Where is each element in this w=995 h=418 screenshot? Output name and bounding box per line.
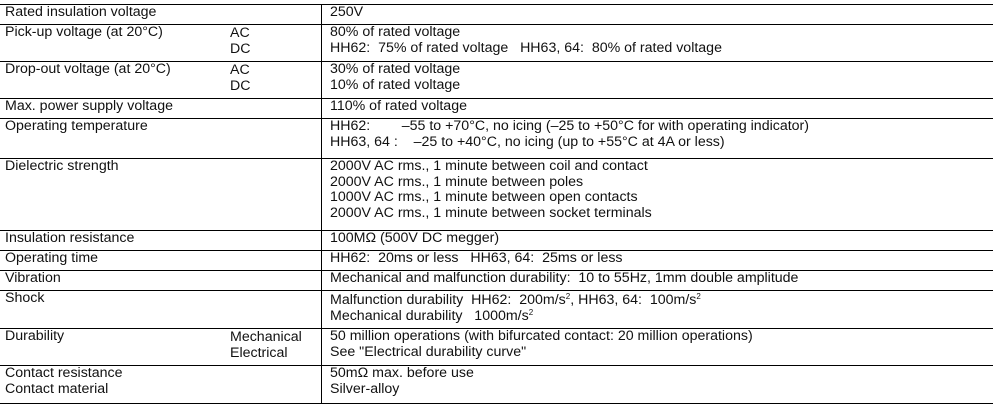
superscript: 2 — [565, 292, 571, 301]
value-cell: 110% of rated voltage — [321, 98, 993, 119]
value-cell: 50mΩ max. before use Silver-alloy — [321, 365, 993, 404]
shock-mechanical: Mechanical durability 1000m/s — [330, 307, 529, 324]
value-cell: 250V — [321, 4, 993, 25]
spec-row: Drop-out voltage (at 20°C) AC DC 30% of rat… — [0, 61, 993, 99]
spec-label-vibration: Vibration — [5, 270, 61, 286]
spec-row-contact: Contact resistance Contact material 50mΩ m… — [0, 365, 993, 404]
label-wrap: Operating time — [0, 250, 321, 267]
spec-row: Dielectric strength 2000V AC rms., 1 minu… — [0, 158, 993, 231]
label-cell: Operating time — [0, 250, 322, 271]
spec-row: Operating temperature HH62: –55 to +70°C,… — [0, 118, 993, 159]
value-cell: HH62: –55 to +70°C, no icing (–25 to +50… — [321, 118, 993, 159]
value-line: 10% of rated voltage — [330, 76, 461, 93]
value-line: 80% of rated voltage — [330, 24, 461, 40]
label-cell: Drop-out voltage (at 20°C) AC DC — [0, 61, 322, 99]
sub-label-ac: AC — [230, 62, 250, 78]
spec-label-durability: Durability — [5, 328, 65, 344]
value-line: HH62: 75% of rated voltage HH63, 64: 80%… — [330, 39, 722, 56]
label-cell: Pick-up voltage (at 20°C) AC DC — [0, 24, 322, 62]
label-cell: Shock — [0, 290, 322, 329]
spec-row: Operating time HH62: 20ms or less HH63, 6… — [0, 250, 993, 271]
spec-label-contact-material: Contact material — [5, 380, 109, 397]
value-line: Silver-alloy — [330, 380, 400, 397]
label-wrap: Vibration — [0, 270, 321, 287]
label-cell: Max. power supply voltage — [0, 98, 322, 119]
spec-row: Insulation resistance 100MΩ (500V DC megg… — [0, 230, 993, 251]
value-line: 50 million operations (with bifurcated c… — [330, 328, 753, 344]
superscript: 2 — [528, 307, 534, 317]
spec-row-durability: Durability Mechanical Electrical 50 million… — [0, 328, 993, 366]
value-cell: 2000V AC rms., 1 minute between coil and… — [321, 158, 993, 231]
label-wrap: Durability Mechanical Electrical — [0, 328, 321, 360]
spec-label-insulation-resistance: Insulation resistance — [5, 230, 135, 246]
value-cell: HH62: 20ms or less HH63, 64: 25ms or les… — [321, 250, 993, 271]
spec-label-pick-up-voltage-at-20-c: Pick-up voltage (at 20°C) — [5, 24, 163, 40]
spec-body: Rated insulation voltage 250V Pick-up volt… — [0, 4, 993, 404]
shock-malfunction-hh62: Malfunction durability HH62: 200m/s — [330, 292, 566, 308]
value-cell: Mechanical and malfunction durability: 1… — [321, 270, 993, 291]
value-cell: 50 million operations (with bifurcated c… — [321, 328, 993, 366]
label-cell: Durability Mechanical Electrical — [0, 328, 322, 366]
spec-label-operating-time: Operating time — [5, 250, 99, 266]
label-wrap: Drop-out voltage (at 20°C) AC DC — [0, 61, 321, 93]
value-line: 1000V AC rms., 1 minute between open con… — [330, 189, 638, 205]
spec-label-rated-insulation-voltage: Rated insulation voltage — [5, 4, 157, 20]
sub-label-dc: DC — [230, 77, 251, 94]
shock-line-mechanical: Mechanical durability 1000m/s2 — [330, 307, 993, 325]
label-wrap: Rated insulation voltage — [0, 4, 321, 21]
shock-malfunction-hh63: , HH63, 64: 100m/s — [570, 292, 697, 308]
value-line: 2000V AC rms., 1 minute between poles — [330, 173, 584, 190]
spec-row: Rated insulation voltage 250V — [0, 4, 993, 25]
spec-row: Vibration Mechanical and malfunction dura… — [0, 270, 993, 291]
value-line: 110% of rated voltage — [330, 98, 467, 114]
spec-label-operating-temperature: Operating temperature — [5, 118, 148, 134]
sub-label-ac: AC — [230, 25, 250, 41]
value-line: HH62: –55 to +70°C, no icing (–25 to +50… — [330, 118, 810, 134]
label-wrap: Shock — [0, 290, 321, 307]
value-cell: 80% of rated voltage HH62: 75% of rated v… — [321, 24, 993, 62]
sub-label-dc: DC — [230, 40, 251, 57]
value-cell: 100MΩ (500V DC megger) — [321, 230, 993, 251]
label-cell: Operating temperature — [0, 118, 322, 159]
value-line: 100MΩ (500V DC megger) — [330, 230, 500, 246]
spec-table: Rated insulation voltage 250V Pick-up volt… — [0, 4, 993, 404]
label-wrap: Dielectric strength — [0, 158, 321, 175]
sub-label-mechanical: Mechanical — [230, 329, 302, 345]
spec-label-contact-resistance: Contact resistance — [5, 365, 123, 381]
spec-label-max-power-supply-voltage: Max. power supply voltage — [5, 98, 173, 114]
label-cell: Dielectric strength — [0, 158, 322, 231]
value-line: Mechanical and malfunction durability: 1… — [330, 270, 799, 286]
value-cell: 30% of rated voltage 10% of rated voltage — [321, 61, 993, 99]
label-cell: Insulation resistance — [0, 230, 322, 251]
superscript: 2 — [696, 292, 701, 301]
spec-row: Max. power supply voltage 110% of rated v… — [0, 98, 993, 119]
label-wrap: Pick-up voltage (at 20°C) AC DC — [0, 24, 321, 56]
value-line: See "Electrical durability curve" — [330, 343, 527, 360]
value-line: 250V — [330, 4, 364, 20]
value-line: 2000V AC rms., 1 minute between socket t… — [330, 204, 652, 221]
value-line: HH63, 64 : –25 to +40°C, no icing (up to… — [330, 133, 725, 150]
spec-label-drop-out-voltage-at-20-c: Drop-out voltage (at 20°C) — [5, 61, 171, 77]
spec-row-shock: Shock Malfunction durability HH62: 200m/s… — [0, 290, 993, 329]
label-wrap: Max. power supply voltage — [0, 98, 321, 115]
label-wrap: Insulation resistance — [0, 230, 321, 247]
value-cell: Malfunction durability HH62: 200m/s2, HH… — [321, 290, 993, 329]
value-line: 2000V AC rms., 1 minute between coil and… — [330, 158, 648, 174]
value-line: 30% of rated voltage — [330, 61, 461, 77]
spec-label-dielectric-strength: Dielectric strength — [5, 158, 119, 174]
value-line: 50mΩ max. before use — [330, 365, 474, 381]
shock-line-malfunction: Malfunction durability HH62: 200m/s2, HH… — [330, 292, 993, 309]
label-cell: Rated insulation voltage — [0, 4, 322, 25]
spec-row: Pick-up voltage (at 20°C) AC DC 80% of rate… — [0, 24, 993, 62]
spec-label-shock: Shock — [5, 290, 45, 306]
value-line: HH62: 20ms or less HH63, 64: 25ms or les… — [330, 250, 623, 266]
sub-label-electrical: Electrical — [230, 344, 288, 361]
label-wrap: Operating temperature — [0, 118, 321, 135]
label-cell: Contact resistance Contact material — [0, 365, 322, 404]
label-cell: Vibration — [0, 270, 322, 291]
